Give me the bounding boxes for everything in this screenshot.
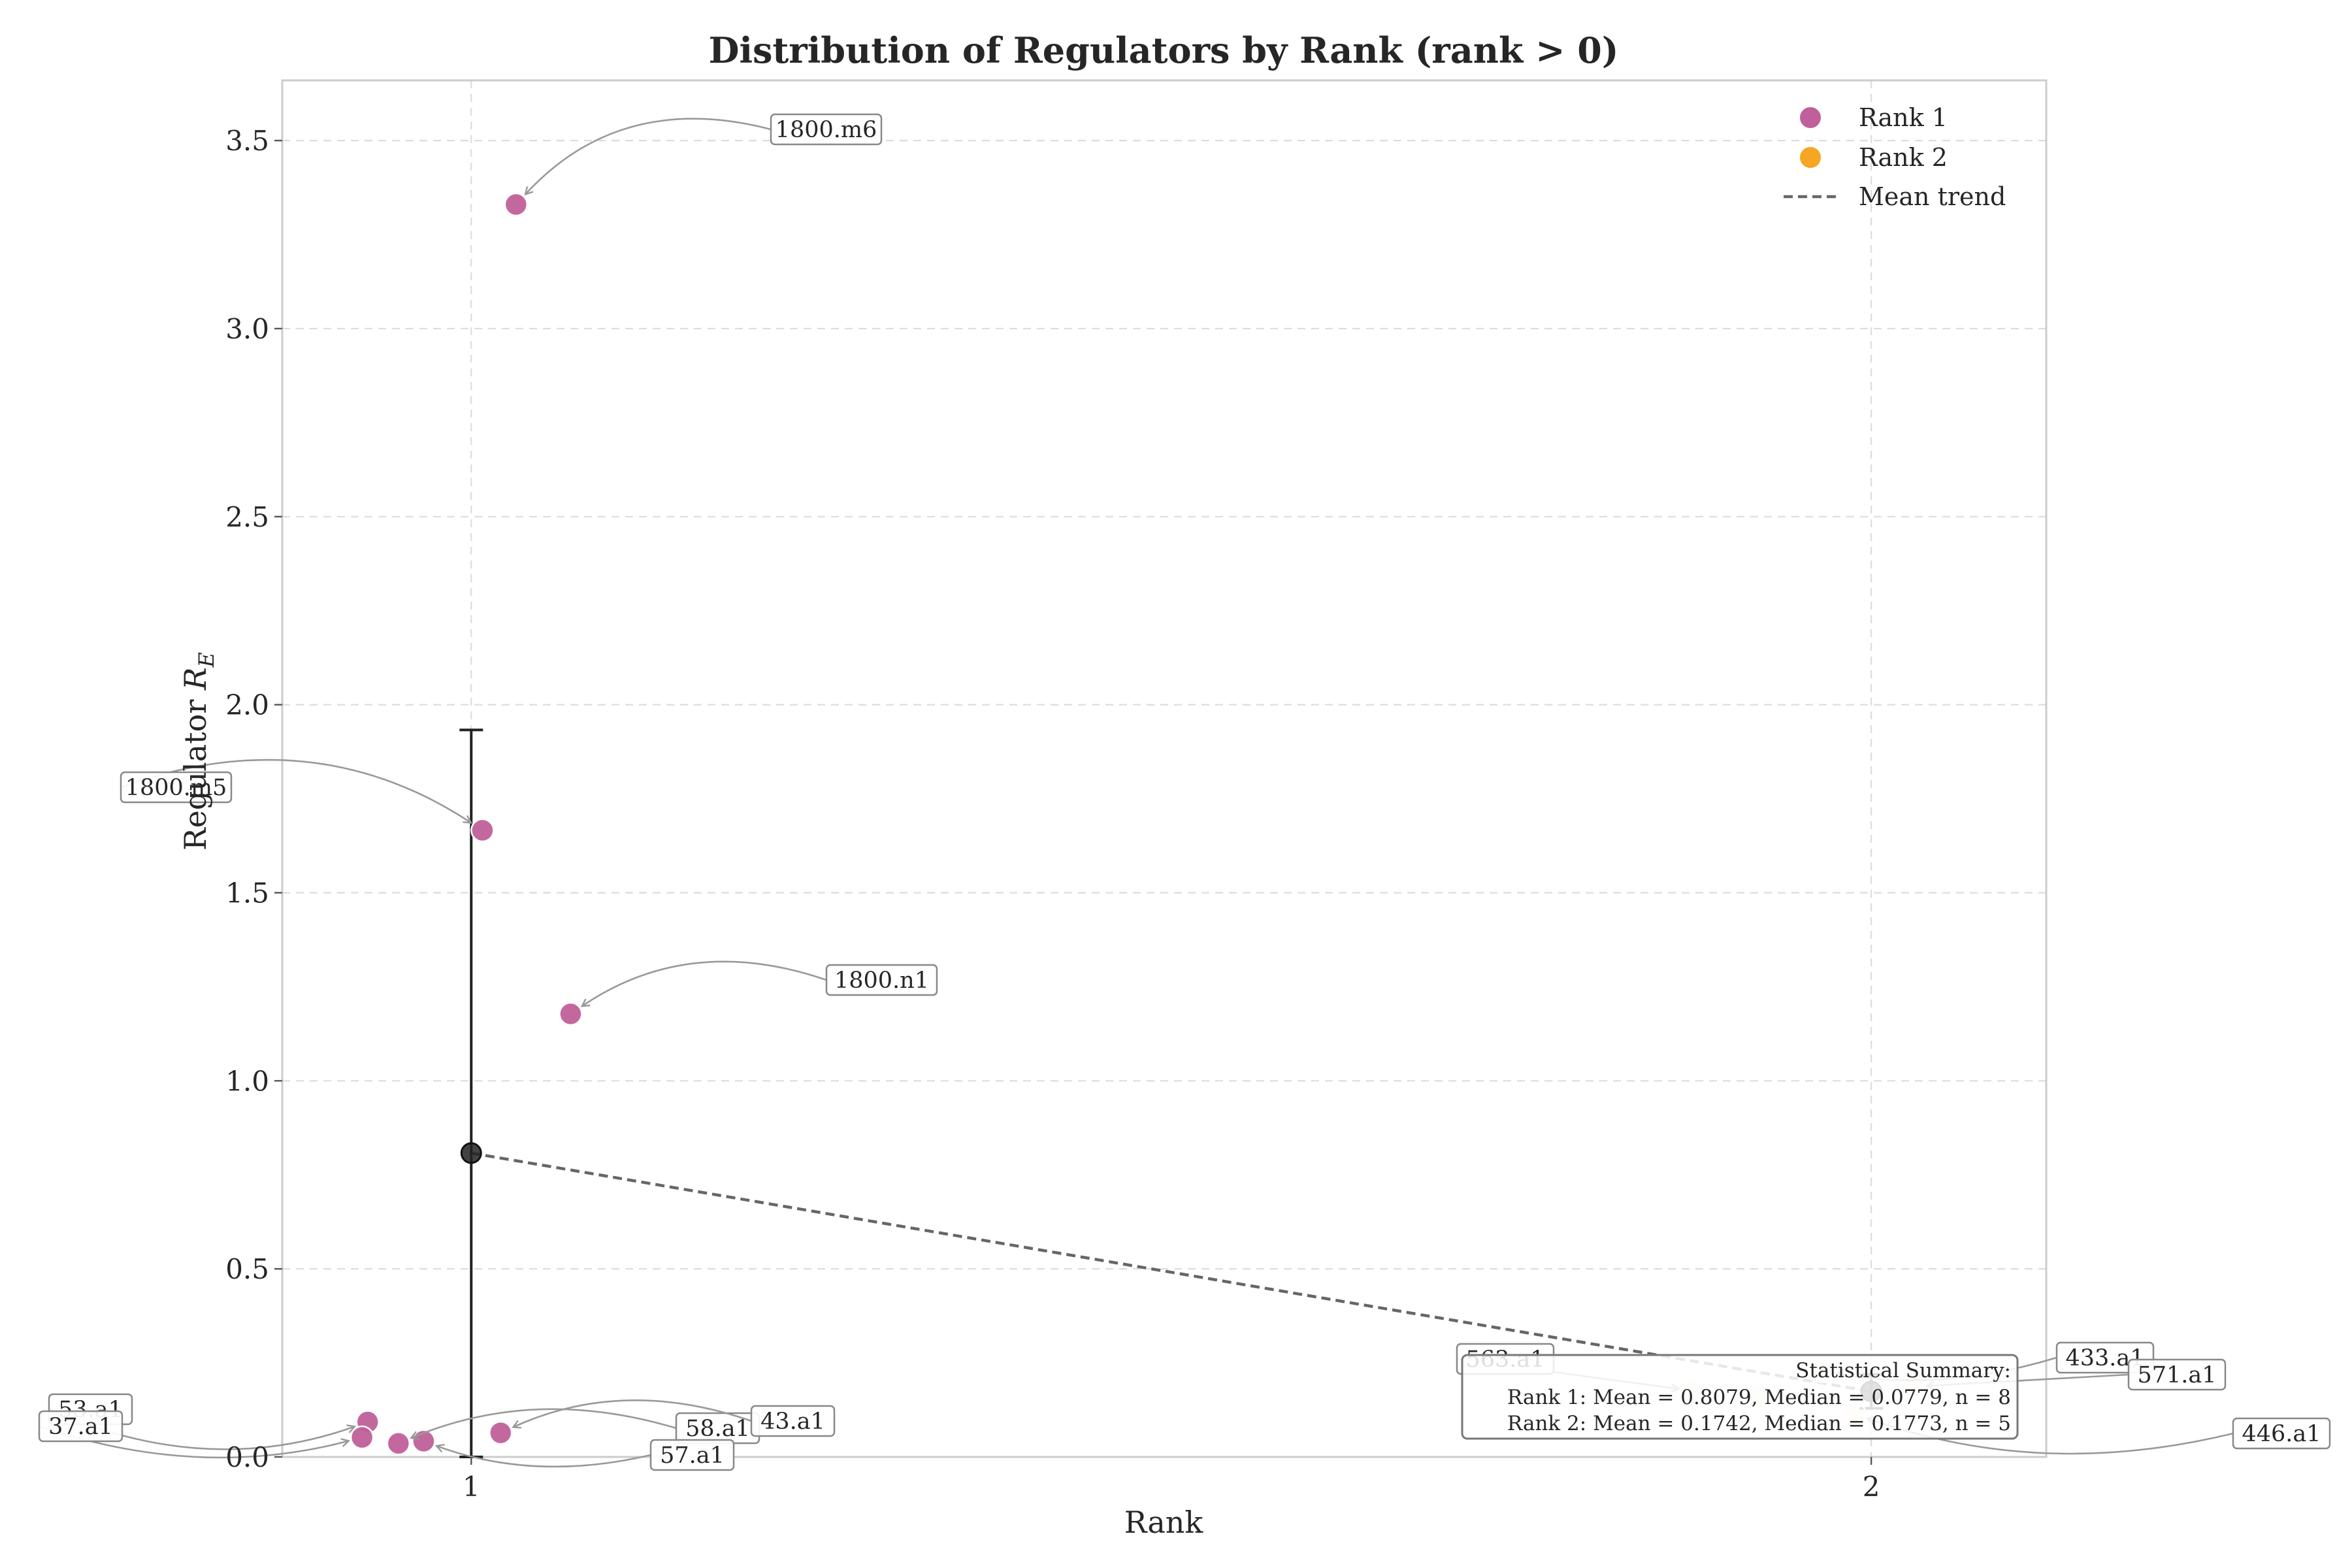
chart-title: Distribution of Regulators by Rank (rank…	[709, 29, 1619, 71]
annotation-label-1800-n1: 1800.n1	[834, 968, 929, 994]
annotation-box-37-a1	[38, 1410, 123, 1443]
annotation-arrow-58-a1	[412, 1408, 677, 1438]
y-axis-label-symbol: R	[178, 667, 213, 691]
statistical-summary-title: Statistical Summary:	[1795, 1359, 2011, 1382]
annotation-label-58-a1: 58.a1	[685, 1416, 750, 1442]
statistical-summary-rank-2: Rank 2: Mean = 0.1742, Median = 0.1773, …	[1507, 1412, 2011, 1435]
x-axis-label: Rank	[1124, 1505, 1204, 1540]
annotation-arrow-1800-n1	[583, 960, 827, 1006]
data-point-58-a1	[386, 1431, 411, 1456]
annotation-arrow-1800-m6	[526, 118, 772, 194]
data-point-43-a1	[489, 1420, 513, 1445]
y-tick-label: 1.5	[225, 877, 269, 909]
annotation-box-57-a1	[649, 1439, 735, 1471]
legend-label-rank-1: Rank 1	[1859, 103, 1948, 132]
plot-border	[281, 79, 2048, 1458]
plot-frame	[281, 79, 2048, 1458]
y-axis-label-main: Regulator	[178, 690, 213, 851]
y-axis-label: Regulator RE	[178, 652, 219, 851]
y-tick-label: 0.5	[225, 1253, 269, 1285]
mean-trend-line	[470, 1151, 1872, 1393]
statistical-summary-rank-1: Rank 1: Mean = 0.8079, Median = 0.0779, …	[1507, 1386, 2011, 1409]
annotation-label-571-a1: 571.a1	[2137, 1362, 2216, 1388]
x-tick-label: 1	[463, 1471, 480, 1503]
statistical-summary-frame	[1461, 1354, 2019, 1440]
annotation-box-1800-m6	[770, 113, 883, 146]
legend-label-mean-trend: Mean trend	[1859, 182, 2006, 211]
annotation-arrow-57-a1	[437, 1446, 651, 1468]
legend-label-rank-2: Rank 2	[1859, 143, 1948, 172]
mean-marker-rank-1	[460, 1142, 482, 1164]
legend: Rank 1 Rank 2 Mean trend	[1784, 103, 2006, 211]
annotation-box-571-a1	[2127, 1358, 2227, 1391]
annotation-box-1800-n1	[825, 964, 938, 996]
axis-ticks: 0.0 0.5 1.0 1.5 2.0 2.5 3.0 3.5 1 2	[225, 125, 1880, 1503]
y-tick-label: 3.0	[225, 313, 269, 345]
data-point-1800-n1	[559, 1002, 583, 1026]
grid	[282, 80, 2046, 1458]
y-tick-label: 3.5	[225, 125, 269, 157]
legend-marker-rank-2	[1799, 146, 1822, 169]
annotation-label-1800-m6: 1800.m6	[776, 117, 877, 143]
legend-marker-rank-1	[1799, 106, 1822, 129]
data-point-1800-m6	[504, 192, 529, 217]
annotation-box-446-a1	[2232, 1417, 2331, 1450]
annotation-label-57-a1: 57.a1	[660, 1443, 725, 1469]
annotation-label-43-a1: 43.a1	[760, 1409, 825, 1435]
y-tick-label: 2.5	[225, 501, 269, 533]
y-axis-label-subscript: E	[194, 652, 219, 668]
annotation-label-446-a1: 446.a1	[2242, 1421, 2321, 1447]
annotation-label-37-a1: 37.a1	[48, 1414, 113, 1440]
annotation-box-1800-m5	[120, 771, 233, 804]
x-tick-label: 2	[1863, 1471, 1880, 1503]
y-tick-label: 0.0	[225, 1441, 269, 1473]
annotation-box-43-a1	[750, 1405, 836, 1437]
annotation-label-1800-m5: 1800.m5	[125, 775, 227, 801]
data-point-1800-m5	[470, 818, 495, 843]
statistical-summary-box: Statistical Summary: Rank 1: Mean = 0.80…	[1461, 1354, 2019, 1440]
data-point-37-a1	[350, 1425, 374, 1450]
annotation-arrow-43-a1	[514, 1399, 752, 1427]
y-tick-label: 1.0	[225, 1065, 269, 1097]
y-tick-label: 2.0	[225, 689, 269, 721]
